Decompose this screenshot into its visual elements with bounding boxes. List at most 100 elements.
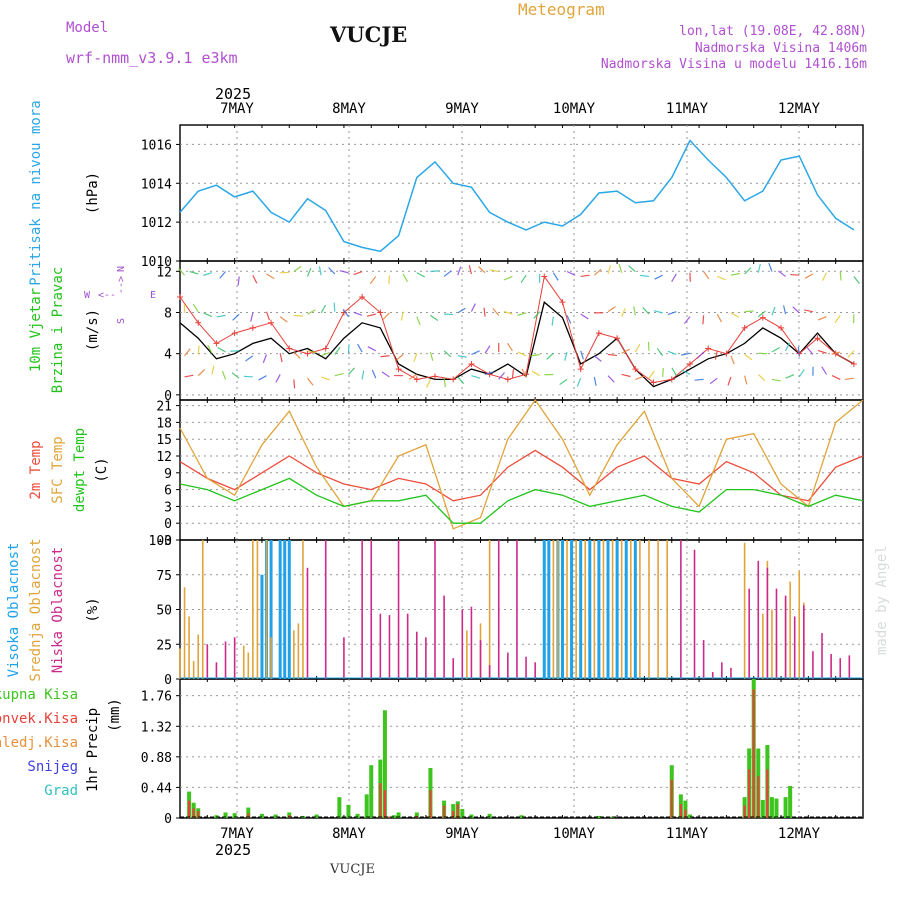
precip-bar-total xyxy=(337,797,342,818)
wind-arrow xyxy=(681,369,691,375)
ytick-label-temperature: 0 xyxy=(164,517,172,532)
cloud-bar-low xyxy=(730,667,732,679)
wind-arrow xyxy=(531,370,541,377)
wind-arrow xyxy=(275,374,281,383)
wind-arrow xyxy=(266,273,275,280)
wind-arrow xyxy=(730,312,740,318)
wind-arrow xyxy=(648,370,655,379)
precip-bar-convective xyxy=(766,769,769,818)
wind-arrow xyxy=(671,367,677,376)
cloud-bar-high xyxy=(283,540,287,679)
wind-arrow xyxy=(771,346,781,353)
cloud-bar-low xyxy=(507,652,509,679)
model-elevation-text: Nadmorska Visina u modelu 1416.16m xyxy=(600,57,867,72)
wind-arrow xyxy=(790,273,800,276)
temp-line-dewpt xyxy=(179,477,864,524)
precip-legend-0: Ukupna Kisa xyxy=(0,687,78,703)
cloud-bar-mid xyxy=(188,616,190,679)
ytick-label-precip: 1.32 xyxy=(141,720,172,735)
cloud-bar-low xyxy=(680,540,682,679)
wind-arrow xyxy=(207,344,213,354)
ytick-label-pressure: 1014 xyxy=(141,177,172,192)
precip-legend-2: Zaledj.Kisa xyxy=(0,735,78,751)
precip-bar-total xyxy=(259,813,264,818)
wind-arrow xyxy=(618,263,623,273)
compass-w: W xyxy=(84,290,91,301)
wind-arrow xyxy=(382,312,390,320)
wind-arrow xyxy=(744,354,753,361)
wind-arrow xyxy=(471,350,480,356)
cloud-ylabel-high: Visoka Oblacnost xyxy=(6,543,22,678)
wind-arrow xyxy=(635,375,644,380)
precip-bar-convective xyxy=(679,804,682,818)
wind-arrow xyxy=(416,272,426,278)
compass-n: N xyxy=(116,266,127,272)
wind-arrow xyxy=(334,372,344,377)
ytick-label-precip: 0 xyxy=(164,812,172,827)
wind-arrow xyxy=(293,265,302,272)
precip-bar-total xyxy=(223,812,228,818)
precip-bar-convective xyxy=(456,804,459,818)
wind-arrow xyxy=(380,355,390,358)
precip-bar-total xyxy=(246,807,251,818)
wind-arrow xyxy=(262,354,268,364)
wind-arrow xyxy=(243,375,253,378)
cloud-bar-high xyxy=(579,540,583,679)
wind-arrow xyxy=(250,312,254,322)
wind-arrow xyxy=(328,267,336,275)
wind-arrow xyxy=(192,303,199,312)
wind-arrow xyxy=(533,311,541,319)
wind-arrow xyxy=(320,351,330,357)
cloud-bar-mid xyxy=(620,540,623,679)
wind-ylabel-1: 10m Vjetar xyxy=(28,288,44,372)
ytick-label-wind: 8 xyxy=(164,306,172,321)
cloud-bar-mid xyxy=(566,540,568,679)
cloud-bar-low xyxy=(497,540,500,679)
cloud-bar-low xyxy=(693,549,696,679)
gust-marker xyxy=(468,360,475,367)
day-label-bottom: 12MAY xyxy=(778,826,821,842)
wind-arrow xyxy=(252,274,258,284)
wind-arrow xyxy=(785,374,795,379)
gust-marker xyxy=(268,319,275,326)
gust-marker xyxy=(177,294,183,301)
cloud-bar-high xyxy=(597,540,601,679)
day-label-top: 8MAY xyxy=(332,101,366,117)
wind-arrow xyxy=(517,312,527,316)
wind-arrow xyxy=(258,375,267,381)
wind-arrow xyxy=(342,309,349,317)
ytick-label-wind: 12 xyxy=(156,265,172,280)
gust-marker xyxy=(705,345,712,352)
wind-arrow xyxy=(511,369,515,379)
wind-arrow xyxy=(293,314,303,317)
wind-arrow xyxy=(564,351,568,361)
wind-arrow xyxy=(792,306,800,314)
ytick-label-clouds: 100 xyxy=(149,534,172,549)
station-title: VUCJE xyxy=(330,22,408,47)
cloud-ylabel-low: Niska Oblacnost xyxy=(50,547,66,673)
ytick-label-clouds: 0 xyxy=(164,673,172,688)
wind-arrow xyxy=(653,310,663,314)
wind-arrow xyxy=(492,308,500,316)
cloud-bar-low xyxy=(361,540,363,679)
model-label: Model xyxy=(66,20,109,36)
cloud-bar-mid xyxy=(666,540,669,679)
ytick-label-pressure: 1016 xyxy=(141,138,172,153)
gust-marker xyxy=(686,360,693,367)
precip-bar-convective xyxy=(670,779,673,818)
wind-arrow xyxy=(730,272,740,276)
wind-arrow xyxy=(197,345,200,355)
cloud-bar-low xyxy=(784,595,787,679)
wind-arrow xyxy=(506,342,513,352)
wind-gust-line xyxy=(179,275,855,384)
wind-arrow xyxy=(546,352,554,360)
gust-marker xyxy=(559,299,566,306)
precip-bar-total xyxy=(519,815,524,818)
wind-arrow xyxy=(727,376,732,386)
wind-arrow xyxy=(593,376,597,386)
cloud-bar-low xyxy=(748,588,750,679)
precip-unit: (mm) xyxy=(107,698,123,732)
precip-bar-total xyxy=(460,808,465,818)
cloud-bar-mid xyxy=(179,648,181,679)
footer-station: VUCJE xyxy=(330,862,375,877)
